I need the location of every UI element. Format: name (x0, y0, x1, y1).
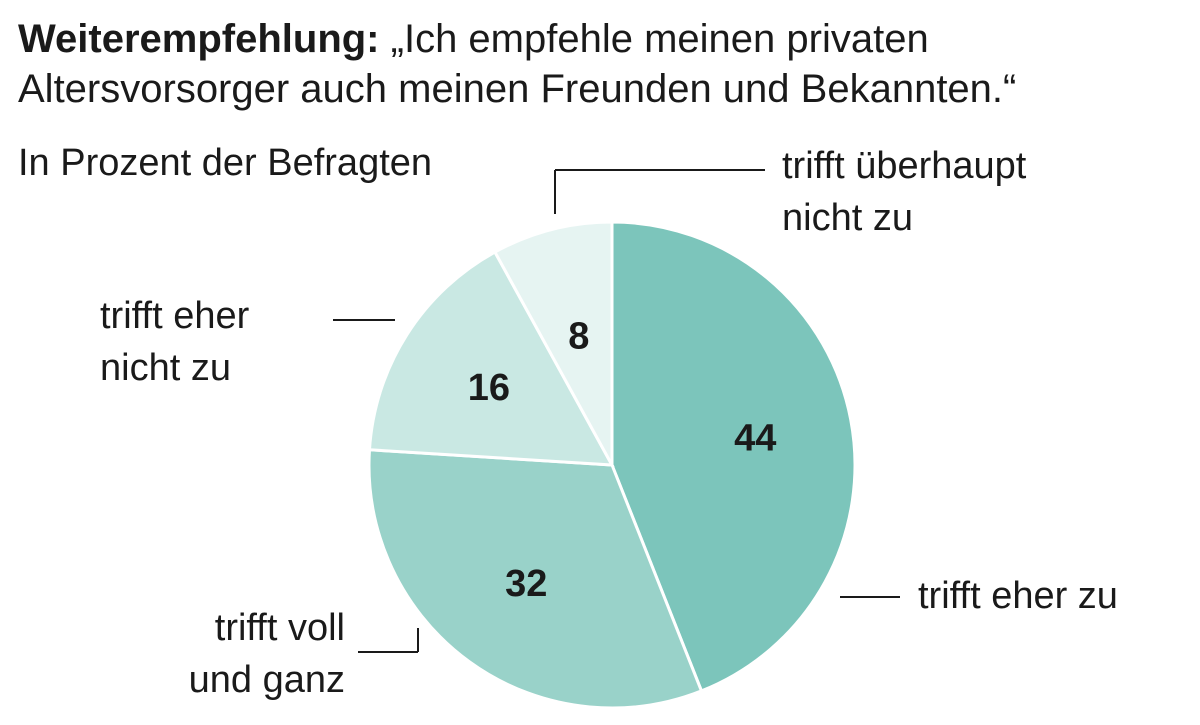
title-bold: Weiterempfehlung: (18, 17, 380, 61)
slice-value-label: 16 (468, 367, 510, 409)
slice-category-label: trifft eher (100, 295, 250, 337)
chart-subtitle: In Prozent der Befragten (18, 142, 433, 184)
pie-slice (367, 250, 615, 467)
slice-category-label: trifft eher zu (918, 575, 1118, 617)
pie-slice (367, 448, 704, 710)
chart-title: Weiterempfehlung: „Ich empfehle meinen p… (18, 14, 1198, 114)
slice-value-label: 32 (505, 563, 547, 605)
slice-category-label: nicht zu (782, 197, 913, 239)
pie-slice (610, 220, 857, 693)
pie-slice (492, 220, 614, 466)
slice-value-label: 8 (568, 316, 589, 358)
slice-category-label: nicht zu (100, 347, 231, 389)
slice-category-label: trifft voll (215, 607, 345, 649)
slice-category-label: und ganz (189, 659, 345, 701)
slice-category-label: trifft überhaupt (782, 145, 1027, 187)
title-text: „Ich empfehle meinen privaten Altersvors… (18, 17, 1017, 111)
slice-value-label: 44 (734, 418, 776, 460)
